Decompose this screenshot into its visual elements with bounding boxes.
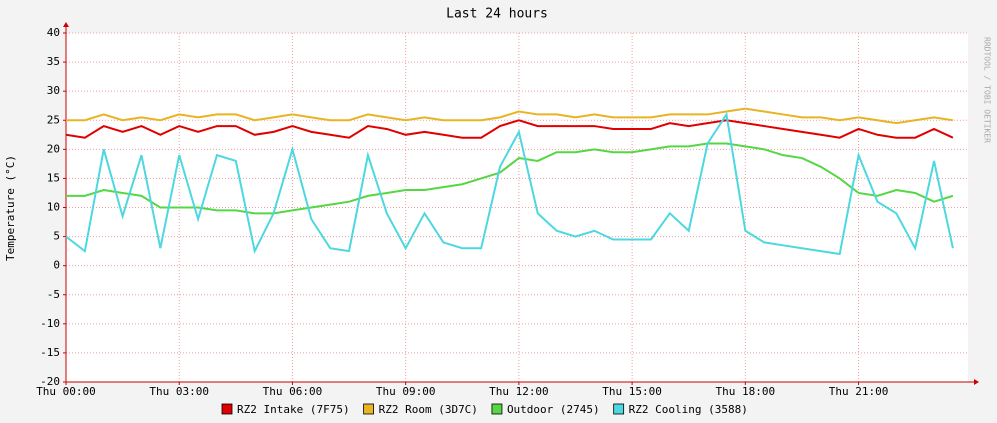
legend-swatch	[363, 403, 374, 415]
x-tick-label: Thu 06:00	[263, 385, 323, 398]
series-line	[66, 107, 954, 125]
y-tick-label: 25	[47, 113, 60, 126]
series-line	[65, 111, 954, 256]
legend-label: RZ2 Cooling (3588)	[629, 403, 748, 416]
x-tick-label: Thu 12:00	[489, 385, 549, 398]
y-tick-label: 15	[47, 171, 60, 184]
y-tick-label: 10	[47, 201, 60, 214]
x-tick-label: Thu 21:00	[829, 385, 889, 398]
legend-swatch	[491, 403, 503, 415]
x-tick-label: Thu 00:00	[36, 385, 96, 398]
axis-arrow	[63, 22, 69, 27]
y-tick-label: -10	[40, 317, 60, 330]
x-tick-label: Thu 03:00	[149, 385, 209, 398]
y-tick-label: -20	[40, 375, 60, 388]
x-tick-label: Thu 09:00	[376, 385, 436, 398]
y-tick-label: -5	[47, 288, 60, 301]
y-tick-label: 35	[47, 55, 60, 68]
legend-label: RZ2 Room (3D7C)	[379, 403, 478, 416]
chart-title: Last 24 hours	[446, 7, 548, 22]
y-tick-label: -15	[40, 346, 60, 359]
legend-swatch	[613, 403, 625, 415]
y-tick-label: 30	[47, 84, 60, 97]
y-tick-label: 20	[47, 142, 60, 155]
series-line	[66, 142, 954, 215]
series-line	[65, 119, 954, 139]
y-tick-label: 40	[47, 26, 60, 39]
x-tick-label: Thu 15:00	[602, 385, 662, 398]
x-tick-label: Thu 18:00	[716, 385, 776, 398]
axis-arrow	[974, 379, 979, 385]
legend-swatch	[221, 403, 233, 415]
y-tick-label: 0	[53, 259, 60, 272]
legend-label: Outdoor (2745)	[507, 403, 600, 416]
legend-label: RZ2 Intake (7F75)	[237, 403, 350, 416]
y-tick-label: 5	[53, 230, 60, 243]
y-axis-label: Temperature (°C)	[4, 155, 17, 261]
side-text: RRDTOOL / TOBI OETIKER	[983, 37, 992, 143]
